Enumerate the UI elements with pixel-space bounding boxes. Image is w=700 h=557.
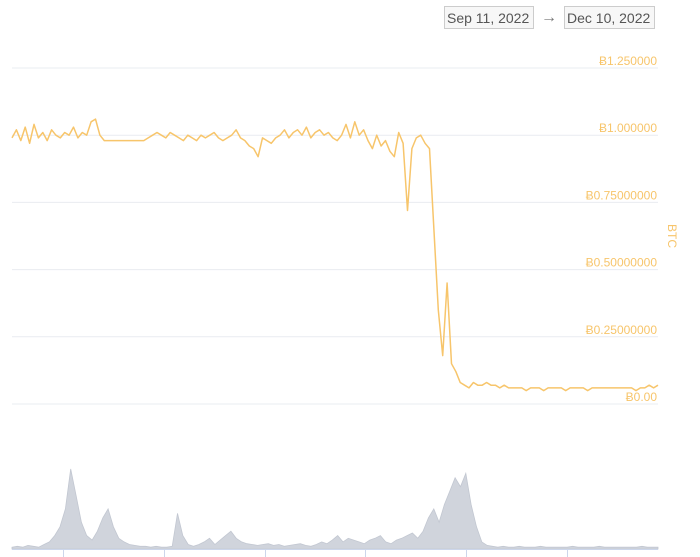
y-axis-title: BTC xyxy=(665,224,679,248)
y-tick-label: Ƀ0.75000000 xyxy=(586,188,658,202)
grid xyxy=(12,67,658,405)
date-range: Sep 11, 2022 → Dec 10, 2022 xyxy=(444,5,655,30)
end-date-input[interactable]: Dec 10, 2022 xyxy=(564,6,655,29)
y-axis: Ƀ1.250000 Ƀ1.000000 Ƀ0.75000000 Ƀ0.50000000… xyxy=(586,54,658,404)
price-series[interactable] xyxy=(11,118,659,392)
y-tick-label: Ƀ0.00 xyxy=(626,390,658,404)
volume-chart xyxy=(11,468,659,550)
y-tick-label: Ƀ0.25000000 xyxy=(586,323,658,337)
price-line[interactable] xyxy=(11,118,659,392)
start-date-input[interactable]: Sep 11, 2022 xyxy=(444,6,534,29)
y-tick-label: Ƀ0.50000000 xyxy=(586,256,658,270)
y-tick-label: Ƀ1.000000 xyxy=(599,121,657,135)
volume-area xyxy=(11,468,659,550)
y-tick-label: Ƀ1.250000 xyxy=(599,54,657,68)
x-axis xyxy=(12,549,658,557)
arrow-right-icon: → xyxy=(541,8,557,26)
